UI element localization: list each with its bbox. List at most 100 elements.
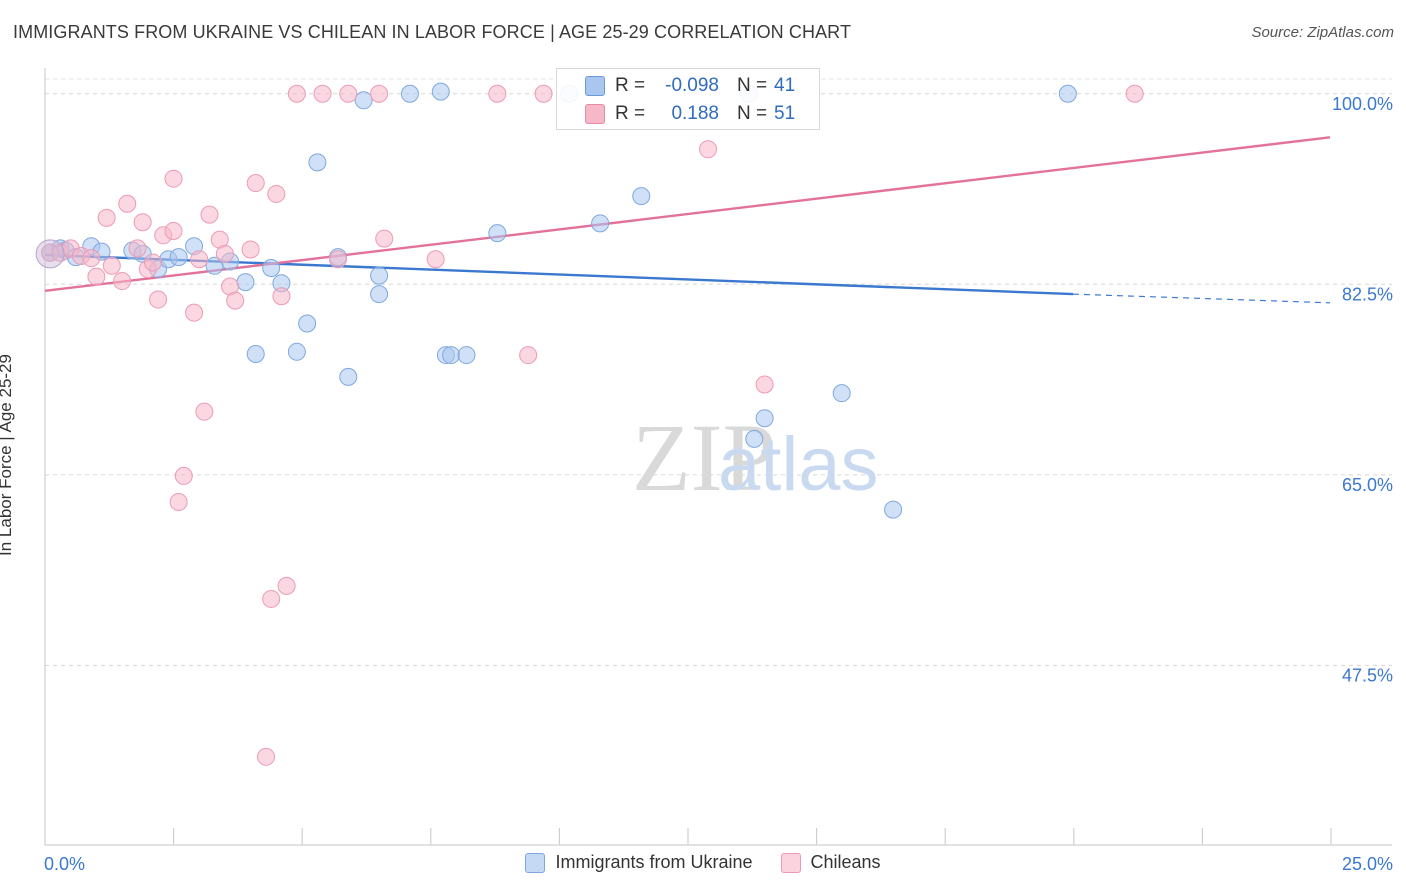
chilean-point [226, 291, 245, 310]
stats-box: R = -0.098 N = 41 R = 0.188 N = 51 [556, 68, 820, 130]
chilean-point [262, 589, 281, 608]
y-tick-label: 65.0% [1342, 475, 1393, 495]
chilean-point [102, 256, 121, 275]
y-tick-label: 47.5% [1342, 665, 1393, 685]
chilean-point [519, 346, 538, 365]
watermark: ZIP atlas [632, 404, 879, 511]
n-value: 51 [774, 103, 796, 124]
chilean-point [755, 375, 774, 394]
ukraine-point [169, 248, 188, 267]
chilean-point [534, 84, 553, 103]
chilean-point [128, 239, 147, 258]
x-tick-label: 25.0% [1342, 854, 1393, 874]
ukraine-point [442, 346, 461, 365]
axes [44, 68, 1392, 846]
n-label: N = [737, 75, 768, 96]
r-label: R = [615, 75, 646, 96]
n-value: 41 [774, 75, 796, 96]
r-label: R = [615, 103, 646, 124]
chilean-point [241, 240, 260, 259]
watermark-atlas: atlas [718, 422, 879, 507]
chilean-point [313, 84, 332, 103]
chilean-point [246, 174, 265, 193]
chilean-point [174, 466, 193, 485]
ukraine-point [370, 285, 389, 304]
chilean-point [185, 303, 204, 322]
source-label: Source: ZipAtlas.com [1251, 24, 1394, 41]
y-tick-label: 100.0% [1332, 94, 1393, 114]
ukraine-point [755, 409, 774, 428]
gridlines [45, 78, 1392, 666]
ukraine-point [400, 84, 419, 103]
ukraine-point [339, 367, 358, 386]
chilean-trend-line [44, 136, 1331, 293]
data-points [35, 82, 1144, 766]
stats-swatch-chileans [585, 104, 605, 124]
ukraine-point [1058, 84, 1077, 103]
ukraine-trend-line-extension [1072, 293, 1331, 304]
stats-row-chileans: R = 0.188 N = 51 [557, 100, 819, 128]
legend: Immigrants from Ukraine Chileans [0, 852, 1406, 873]
ukraine-point [591, 214, 610, 233]
legend-swatch-ukraine [525, 852, 546, 873]
chilean-point [426, 250, 445, 269]
y-tick-label: 82.5% [1342, 284, 1393, 304]
legend-label: Immigrants from Ukraine [555, 852, 753, 872]
ukraine-point [632, 187, 651, 206]
cluster-point [35, 239, 65, 269]
chilean-point [339, 84, 358, 103]
chilean-point [87, 267, 106, 286]
chilean-point [267, 184, 286, 203]
ukraine-point [262, 258, 281, 277]
r-value: -0.098 [665, 75, 719, 96]
chilean-point [118, 194, 137, 213]
chilean-point [164, 221, 183, 240]
chilean-point [370, 84, 389, 103]
n-label: N = [737, 103, 768, 124]
chart-title: IMMIGRANTS FROM UKRAINE VS CHILEAN IN LA… [13, 22, 852, 42]
chilean-point [287, 84, 306, 103]
chilean-point [149, 290, 168, 309]
r-value: 0.188 [671, 103, 719, 124]
ukraine-point [745, 429, 764, 448]
ukraine-point [370, 266, 389, 285]
chilean-point [190, 250, 209, 269]
ukraine-point [246, 344, 265, 363]
chilean-point [195, 402, 214, 421]
chilean-point [1125, 84, 1144, 103]
legend-label: Chileans [810, 852, 881, 872]
tick-labels: 100.0% 82.5% 65.0% 47.5% 0.0% 25.0% [44, 94, 1393, 874]
chilean-point [97, 208, 116, 227]
chilean-point [164, 169, 183, 188]
stats-swatch-ukraine [585, 76, 605, 96]
x-tick-label: 0.0% [44, 854, 85, 874]
chilean-point [699, 140, 718, 159]
chilean-point [113, 272, 132, 291]
ukraine-point [832, 384, 851, 403]
watermark-zip: ZIP [632, 404, 776, 511]
stats-row-ukraine: R = -0.098 N = 41 [557, 72, 819, 100]
ukraine-point [308, 153, 327, 172]
ukraine-point [354, 91, 373, 110]
ukraine-point [488, 224, 507, 243]
chilean-point [143, 253, 162, 272]
chilean-point [257, 747, 276, 766]
chilean-point [82, 249, 101, 268]
chilean-point [277, 576, 296, 595]
chilean-point [200, 205, 219, 224]
chilean-point [328, 250, 347, 269]
ukraine-point [431, 82, 450, 101]
legend-item-ukraine[interactable]: Immigrants from Ukraine [525, 852, 753, 873]
chilean-point [375, 229, 394, 248]
legend-item-chileans[interactable]: Chileans [780, 852, 881, 873]
chilean-point [215, 244, 234, 263]
ukraine-point [236, 273, 255, 292]
chilean-point [169, 493, 188, 512]
ukraine-point [298, 314, 317, 333]
ukraine-point [287, 342, 306, 361]
ukraine-point [884, 500, 903, 519]
chilean-point [488, 84, 507, 103]
chilean-point [133, 213, 152, 232]
ukraine-point [457, 346, 476, 365]
